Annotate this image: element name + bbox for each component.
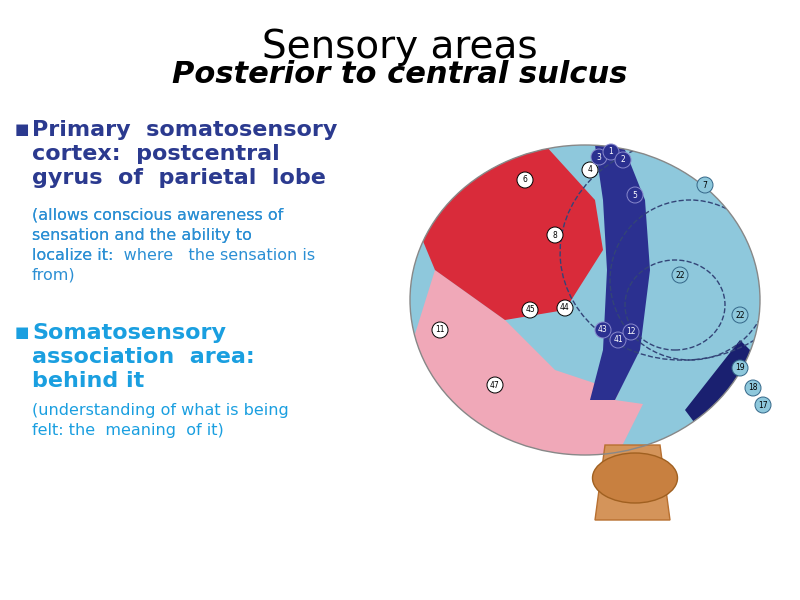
Polygon shape [685, 340, 760, 450]
Text: Posterior to central sulcus: Posterior to central sulcus [172, 60, 628, 89]
Text: Primary  somatosensory
cortex:  postcentral
gyrus  of  parietal  lobe: Primary somatosensory cortex: postcentra… [32, 120, 338, 188]
Text: 18: 18 [748, 383, 758, 392]
Text: localize it:: localize it: [32, 229, 118, 245]
Text: 6: 6 [522, 175, 527, 185]
Text: 44: 44 [560, 304, 570, 313]
Text: 5: 5 [633, 191, 638, 199]
Text: 43: 43 [598, 325, 608, 335]
Circle shape [732, 360, 748, 376]
Circle shape [623, 324, 639, 340]
Circle shape [627, 187, 643, 203]
Text: 19: 19 [735, 364, 745, 373]
Text: 2: 2 [621, 155, 626, 164]
Text: 22: 22 [675, 271, 685, 280]
Polygon shape [410, 145, 603, 320]
Circle shape [745, 380, 761, 396]
Text: ■: ■ [15, 325, 30, 340]
Circle shape [517, 172, 533, 188]
Text: 1: 1 [609, 148, 614, 157]
Polygon shape [615, 145, 760, 410]
Circle shape [522, 302, 538, 318]
Circle shape [615, 152, 631, 168]
Text: 7: 7 [702, 181, 707, 190]
Text: 12: 12 [626, 328, 636, 337]
Text: 41: 41 [613, 335, 623, 344]
Text: Sensory areas: Sensory areas [262, 28, 538, 66]
Circle shape [557, 300, 573, 316]
Text: (allows conscious awareness of
sensation and the ability to
localize it:: (allows conscious awareness of sensation… [32, 208, 283, 263]
Circle shape [591, 149, 607, 165]
Ellipse shape [593, 453, 678, 503]
Text: 17: 17 [758, 401, 768, 409]
Circle shape [547, 227, 563, 243]
Circle shape [595, 322, 611, 338]
Text: 11: 11 [435, 325, 445, 335]
Circle shape [732, 307, 748, 323]
Circle shape [697, 177, 713, 193]
Circle shape [432, 322, 448, 338]
Text: (allows conscious awareness of
sensation and the ability to
localize it:  where : (allows conscious awareness of sensation… [32, 208, 315, 283]
Circle shape [672, 267, 688, 283]
Text: 8: 8 [553, 230, 558, 239]
Polygon shape [595, 445, 670, 520]
Text: 3: 3 [597, 152, 602, 161]
Ellipse shape [410, 145, 760, 455]
Circle shape [582, 162, 598, 178]
Circle shape [610, 332, 626, 348]
Circle shape [487, 377, 503, 393]
Text: ■: ■ [15, 122, 30, 137]
Text: (understanding of what is being
felt: the  meaning  of it): (understanding of what is being felt: th… [32, 403, 289, 438]
Circle shape [603, 144, 619, 160]
Text: 4: 4 [587, 166, 593, 175]
Polygon shape [590, 145, 650, 400]
Polygon shape [410, 270, 645, 460]
Text: 22: 22 [735, 311, 745, 319]
Circle shape [755, 397, 771, 413]
Text: 45: 45 [525, 305, 535, 314]
Text: Somatosensory
association  area:
behind it: Somatosensory association area: behind i… [32, 323, 254, 391]
Text: (allows conscious awareness of
sensation and the ability to
localize it:: (allows conscious awareness of sensation… [32, 208, 283, 263]
Text: 47: 47 [490, 380, 500, 389]
